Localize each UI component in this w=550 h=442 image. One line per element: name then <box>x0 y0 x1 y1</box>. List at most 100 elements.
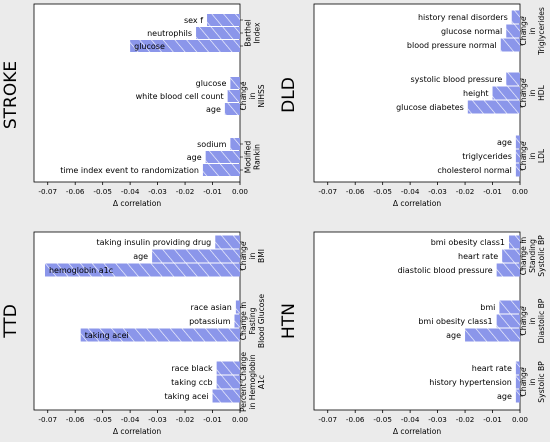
bar-label: time index event to randomization <box>60 166 199 175</box>
bar-label: taking acei <box>165 392 209 401</box>
bar-hatch <box>205 151 240 163</box>
bar-hatch <box>467 100 520 114</box>
bar-hatch <box>506 24 520 38</box>
bar-label: age <box>206 105 221 114</box>
bar-hatch <box>496 314 520 328</box>
bar-label: hemoglobin a1c <box>49 266 113 275</box>
bar-hatch <box>80 328 241 342</box>
x-tick-label: -0.07 <box>38 415 57 424</box>
bar-hatch <box>196 27 240 39</box>
x-tick-label: -0.06 <box>346 415 365 424</box>
x-tick-label: -0.05 <box>373 415 392 424</box>
bar-hatch <box>202 164 240 176</box>
bar-label: potassium <box>189 317 231 326</box>
x-tick-label: -0.01 <box>203 187 222 196</box>
group-label-line: Diastolic BP <box>537 298 546 343</box>
bar-label: age <box>497 138 512 147</box>
group-label-line: Change <box>239 81 248 110</box>
bar-hatch <box>502 249 520 263</box>
bar-hatch <box>216 375 240 389</box>
bar-label: taking ccb <box>171 378 212 387</box>
bar-hatch <box>499 300 520 314</box>
group-label-line: Fasting <box>248 307 257 334</box>
bar-label: diastolic blood pressure <box>398 266 493 275</box>
group-label: ChangeinLDL <box>519 141 546 170</box>
group-label-line: in <box>528 378 537 385</box>
group-label: ChangeinSystolic BP <box>519 361 546 403</box>
bar-hatch <box>515 135 520 149</box>
bar-hatch <box>492 86 520 100</box>
x-tick-label: -0.02 <box>456 187 475 196</box>
x-tick-label: -0.03 <box>148 187 167 196</box>
group-label: Change inFastingBlood Glucose <box>239 294 266 348</box>
group-label-line: Change <box>239 241 248 270</box>
bar-hatch <box>212 389 240 403</box>
plot-area <box>313 3 521 183</box>
bar-label: age <box>497 392 512 401</box>
bar-label: white blood cell count <box>136 92 224 101</box>
x-tick-label: -0.04 <box>401 187 420 196</box>
bar-hatch <box>500 38 520 52</box>
bar-label: glucose normal <box>441 27 502 36</box>
bar-hatch <box>230 77 240 89</box>
group-label-line: Change <box>519 141 528 170</box>
bar-label: glucose <box>196 79 227 88</box>
bar-label: sex f <box>184 16 203 25</box>
group-label: ModifiedRankin <box>244 141 262 174</box>
bar-label: systolic blood pressure <box>411 75 503 84</box>
bar-label: height <box>463 89 489 98</box>
group-label-line: in <box>248 92 257 99</box>
bar-hatch <box>465 328 520 342</box>
group-label: Change inStandingSystolic BP <box>519 235 546 277</box>
group-label-line: in <box>528 27 537 34</box>
bar-hatch <box>509 235 520 249</box>
group-label-line: in <box>528 89 537 96</box>
bar-label: sodium <box>197 140 226 149</box>
group-label-line: Percent Change <box>239 352 248 412</box>
x-tick-label: -0.07 <box>318 415 337 424</box>
group-label: ChangeinTriglycerides <box>519 7 546 56</box>
x-tick-label: -0.02 <box>176 187 195 196</box>
bar-label: race asian <box>191 303 232 312</box>
group-label-line: Standing <box>528 239 537 273</box>
group-label-line: Blood Glucose <box>257 294 266 348</box>
x-tick-label: -0.04 <box>121 415 140 424</box>
group-label-line: NIHSS <box>257 84 266 107</box>
bar-label: glucose diabetes <box>396 103 464 112</box>
group-label-line: Systolic BP <box>537 361 546 403</box>
group-label: BarthelIndex <box>244 19 262 47</box>
x-axis-label: Δ correlation <box>393 427 442 436</box>
bar-hatch <box>515 375 520 389</box>
x-tick-label: -0.06 <box>66 415 85 424</box>
chart-panel-dld: DLD -0.07 -0.06 -0.05 -0.04 -0.03 -0.02 -0.01 0.… <box>279 3 546 208</box>
bar-label: taking insulin providing drug <box>97 238 212 247</box>
x-tick-label: -0.07 <box>318 187 337 196</box>
chart-panel-stroke: STROKE -0.07 -0.06 -0.05 -0.04 -0.03 -0.02 -0.0… <box>1 3 266 208</box>
row-title: DLD <box>279 77 299 113</box>
row-title: HTN <box>279 303 299 339</box>
row-title: STROKE <box>1 61 21 129</box>
group-label: ChangeinHDL <box>519 78 546 107</box>
bar-hatch <box>152 249 240 263</box>
bar-hatch <box>515 389 520 403</box>
bar-hatch <box>515 163 520 177</box>
bar-label: history renal disorders <box>418 13 508 22</box>
x-tick-label: -0.03 <box>428 187 447 196</box>
group-label-line: Change <box>519 306 528 335</box>
bar-hatch <box>207 14 240 26</box>
chart-panel-ttd: TTD -0.07 -0.06 -0.05 -0.04 -0.03 -0.02 -0.01 0.… <box>1 231 266 436</box>
plot-area <box>313 231 521 411</box>
group-label-line: A1c <box>257 375 266 389</box>
x-tick-label: -0.03 <box>148 415 167 424</box>
x-tick-label: 0.00 <box>232 187 248 196</box>
bar-hatch <box>506 72 520 86</box>
bar-hatch <box>235 300 240 314</box>
group-label-line: Systolic BP <box>537 235 546 277</box>
bar-label: cholesterol normal <box>437 166 512 175</box>
bar-label: neutrophils <box>147 29 192 38</box>
group-label: ChangeinBMI <box>239 241 266 270</box>
x-tick-label: -0.03 <box>428 415 447 424</box>
bar-hatch <box>130 40 240 52</box>
x-tick-label: 0.00 <box>232 415 248 424</box>
